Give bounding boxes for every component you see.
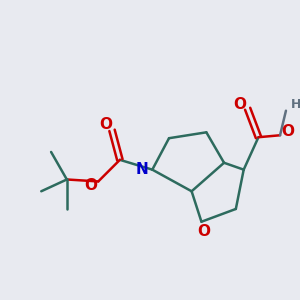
Text: O: O [100,117,112,132]
Text: N: N [136,162,149,177]
Text: O: O [281,124,294,139]
Text: H: H [291,98,300,111]
Text: O: O [233,97,246,112]
Text: O: O [197,224,210,239]
Text: O: O [84,178,97,193]
